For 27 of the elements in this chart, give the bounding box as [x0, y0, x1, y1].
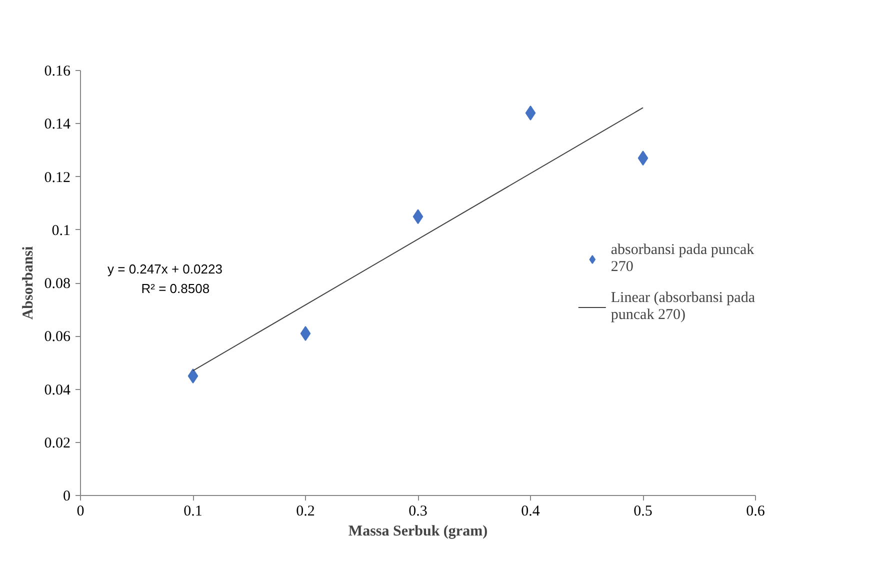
y-tick-label: 0.04 — [44, 382, 71, 398]
point — [525, 106, 536, 120]
point — [412, 209, 424, 224]
y-tick-label: 0.06 — [44, 329, 71, 346]
annotation: R² = 0.8508 — [141, 280, 210, 296]
x-tick-label: 0.3 — [408, 504, 428, 520]
y-tick-label: 0.1 — [52, 222, 70, 239]
y-tick-label: 0.08 — [44, 276, 70, 292]
x-tick-label: 0.1 — [184, 504, 202, 520]
x-tick-label: 0.5 — [634, 504, 652, 520]
point — [188, 368, 198, 384]
x-tick-label: 0.6 — [746, 504, 766, 520]
x-tick-label: 0 — [76, 504, 84, 520]
x-tick-label: 0.2 — [296, 504, 315, 520]
y-tick-label: 0.16 — [44, 64, 71, 80]
y-tick-label: 0 — [63, 488, 70, 504]
point — [300, 326, 311, 341]
y-axis-title: Absorbansi — [20, 246, 36, 320]
legend-label: Linear (absorbansi pada puncak 270) — [610, 290, 755, 324]
y-tick-label: 0.12 — [44, 170, 70, 186]
y-tick-label: 0.14 — [44, 116, 71, 133]
x-tick-label: 0.4 — [521, 504, 540, 520]
legend-label: absorbansi pada puncak 270 — [610, 242, 754, 276]
x-axis-title: Massa Serbuk (gram) — [348, 524, 488, 540]
y-tick-label: 0.02 — [44, 435, 70, 452]
point — [638, 150, 648, 166]
annotation: y = 0.247x + 0.0223 — [108, 262, 222, 277]
